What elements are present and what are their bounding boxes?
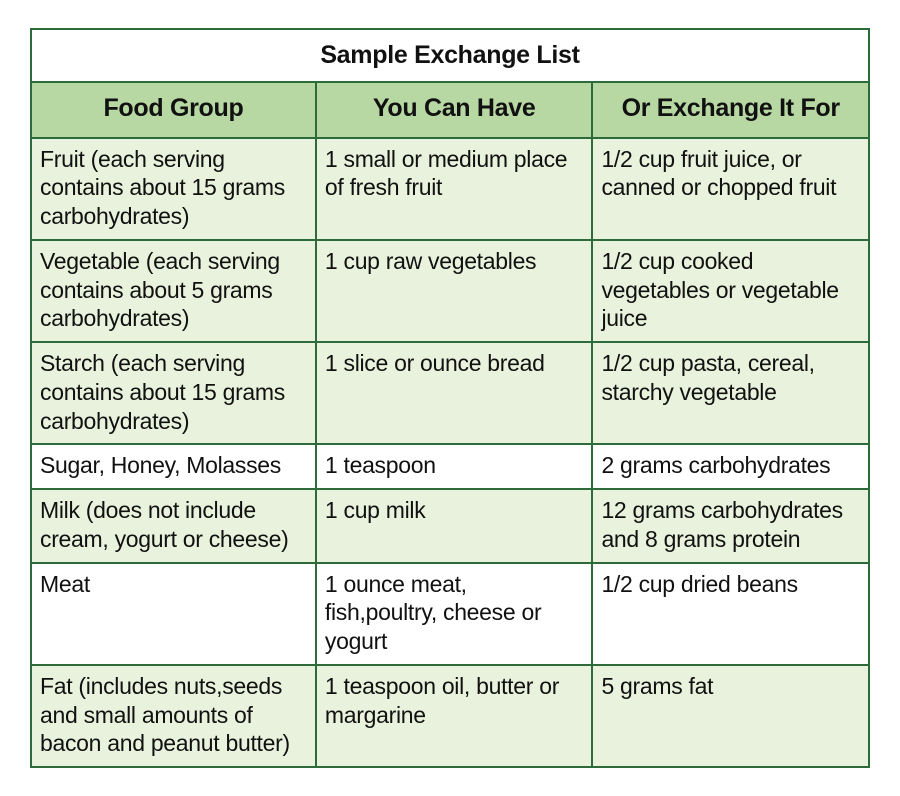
cell-food-group: Fat (includes nuts,seeds and small amoun… [31,665,316,767]
cell-you-can-have: 1 teaspoon oil, butter or margarine [316,665,593,767]
cell-exchange-for: 1/2 cup cooked vegetables or vegetable j… [592,240,869,342]
cell-you-can-have: 1 cup milk [316,489,593,563]
cell-exchange-for: 2 grams carbohydrates [592,444,869,489]
table-body: Fruit (each serving contains about 15 gr… [31,138,869,768]
exchange-table: Sample Exchange List Food Group You Can … [30,28,870,768]
cell-food-group: Milk (does not include cream, yogurt or … [31,489,316,563]
cell-food-group: Starch (each serving contains about 15 g… [31,342,316,444]
cell-food-group: Vegetable (each serving contains about 5… [31,240,316,342]
table-row: Milk (does not include cream, yogurt or … [31,489,869,563]
table-row: Sugar, Honey, Molasses 1 teaspoon 2 gram… [31,444,869,489]
table-header-row: Food Group You Can Have Or Exchange It F… [31,82,869,137]
table-row: Fat (includes nuts,seeds and small amoun… [31,665,869,767]
cell-you-can-have: 1 small or medium place of fresh fruit [316,138,593,240]
cell-food-group: Meat [31,563,316,665]
cell-you-can-have: 1 cup raw vegetables [316,240,593,342]
cell-exchange-for: 1/2 cup fruit juice, or canned or choppe… [592,138,869,240]
cell-exchange-for: 1/2 cup pasta, cereal, starchy vegetable [592,342,869,444]
col-header-exchange-for: Or Exchange It For [592,82,869,137]
cell-you-can-have: 1 ounce meat, fish,poultry, cheese or yo… [316,563,593,665]
cell-you-can-have: 1 teaspoon [316,444,593,489]
col-header-you-can-have: You Can Have [316,82,593,137]
cell-exchange-for: 5 grams fat [592,665,869,767]
cell-food-group: Sugar, Honey, Molasses [31,444,316,489]
cell-exchange-for: 1/2 cup dried beans [592,563,869,665]
table-title: Sample Exchange List [31,29,869,82]
table-title-row: Sample Exchange List [31,29,869,82]
cell-you-can-have: 1 slice or ounce bread [316,342,593,444]
cell-food-group: Fruit (each serving contains about 15 gr… [31,138,316,240]
table-row: Meat 1 ounce meat, fish,poultry, cheese … [31,563,869,665]
col-header-food-group: Food Group [31,82,316,137]
page: Sample Exchange List Food Group You Can … [0,0,900,796]
cell-exchange-for: 12 grams carbohydrates and 8 grams prote… [592,489,869,563]
table-row: Fruit (each serving contains about 15 gr… [31,138,869,240]
table-row: Starch (each serving contains about 15 g… [31,342,869,444]
table-row: Vegetable (each serving contains about 5… [31,240,869,342]
